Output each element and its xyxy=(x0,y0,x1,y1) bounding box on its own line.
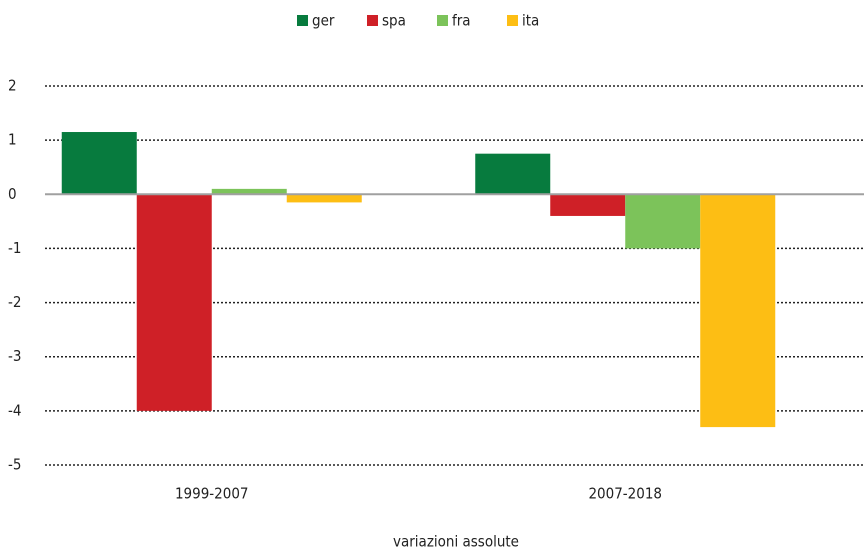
bar xyxy=(700,194,776,428)
x-tick-label: 2007-2018 xyxy=(588,485,662,503)
bar xyxy=(211,188,287,195)
legend-swatch xyxy=(437,15,448,26)
y-tick-label: -5 xyxy=(8,456,21,474)
bar xyxy=(61,132,137,195)
x-axis-label: variazioni assolute xyxy=(393,533,519,551)
x-tick-label: 1999-2007 xyxy=(175,485,249,503)
y-tick-label: 2 xyxy=(8,77,17,95)
legend-swatch xyxy=(507,15,518,26)
y-tick-label: 1 xyxy=(8,131,17,149)
legend-swatch xyxy=(297,15,308,26)
y-tick-label: -2 xyxy=(8,293,21,311)
bar xyxy=(625,194,701,249)
bar xyxy=(136,194,212,411)
legend-label: fra xyxy=(452,12,471,30)
bar xyxy=(475,153,551,195)
legend-label: ger xyxy=(312,12,335,30)
bar xyxy=(286,194,362,203)
y-tick-label: -1 xyxy=(8,239,21,257)
legend-swatch xyxy=(367,15,378,26)
legend-label: spa xyxy=(382,12,406,30)
y-tick-label: -3 xyxy=(8,347,21,365)
y-tick-label: 0 xyxy=(8,185,17,203)
bar xyxy=(550,194,626,216)
legend-label: ita xyxy=(522,12,539,30)
y-tick-label: -4 xyxy=(8,401,21,419)
